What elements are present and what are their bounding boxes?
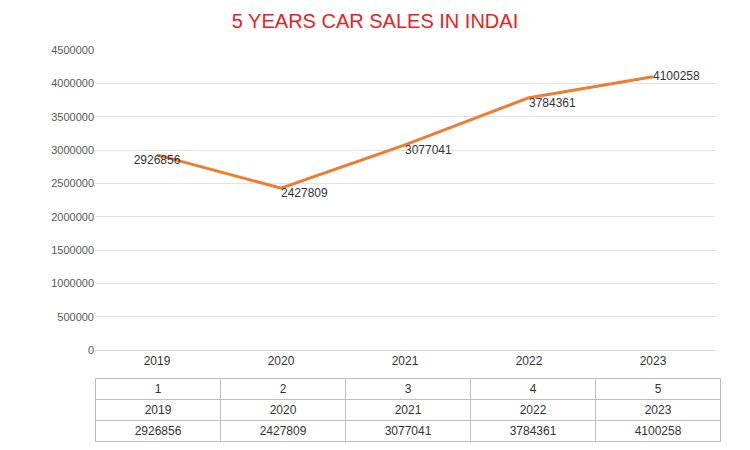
svg-text:3784361: 3784361: [529, 96, 576, 110]
html-text:2023: 2023: [644, 403, 672, 417]
svg-text:2427809: 2427809: [281, 186, 328, 200]
svg-text:2000000: 2000000: [51, 211, 94, 223]
html-text:1: 1: [154, 382, 162, 396]
svg-text:1500000: 1500000: [51, 244, 94, 256]
svg-text:4500000: 4500000: [51, 44, 94, 56]
html-text:4: 4: [529, 382, 537, 396]
html-text:3: 3: [404, 382, 412, 396]
html-text:2427809: 2427809: [259, 424, 307, 438]
html-text:2926856: 2926856: [134, 424, 182, 438]
svg-text:4100258: 4100258: [653, 69, 700, 83]
html-text:2022: 2022: [519, 403, 547, 417]
html-text:4100258: 4100258: [634, 424, 682, 438]
svg-text:4000000: 4000000: [51, 77, 94, 89]
html-text:2019: 2019: [144, 403, 172, 417]
svg-text:2021: 2021: [392, 354, 419, 368]
svg-text:5 YEARS CAR SALES IN INDAI: 5 YEARS CAR SALES IN INDAI: [232, 10, 518, 32]
svg-text:0: 0: [88, 344, 94, 356]
html-text:3077041: 3077041: [384, 424, 432, 438]
svg-text:3500000: 3500000: [51, 111, 94, 123]
svg-text:1000000: 1000000: [51, 277, 94, 289]
html-text:3784361: 3784361: [509, 424, 557, 438]
html-text:2020: 2020: [269, 403, 297, 417]
html-text:5: 5: [654, 382, 662, 396]
svg-text:3000000: 3000000: [51, 144, 94, 156]
svg-text:2500000: 2500000: [51, 177, 94, 189]
svg-text:2019: 2019: [144, 354, 171, 368]
svg-text:2020: 2020: [268, 354, 295, 368]
svg-text:2023: 2023: [640, 354, 667, 368]
svg-text:2022: 2022: [516, 354, 543, 368]
svg-text:500000: 500000: [57, 311, 94, 323]
svg-text:2926856: 2926856: [134, 153, 181, 167]
svg-text:3077041: 3077041: [405, 143, 452, 157]
html-text:2: 2: [279, 382, 287, 396]
html-text:2021: 2021: [394, 403, 422, 417]
